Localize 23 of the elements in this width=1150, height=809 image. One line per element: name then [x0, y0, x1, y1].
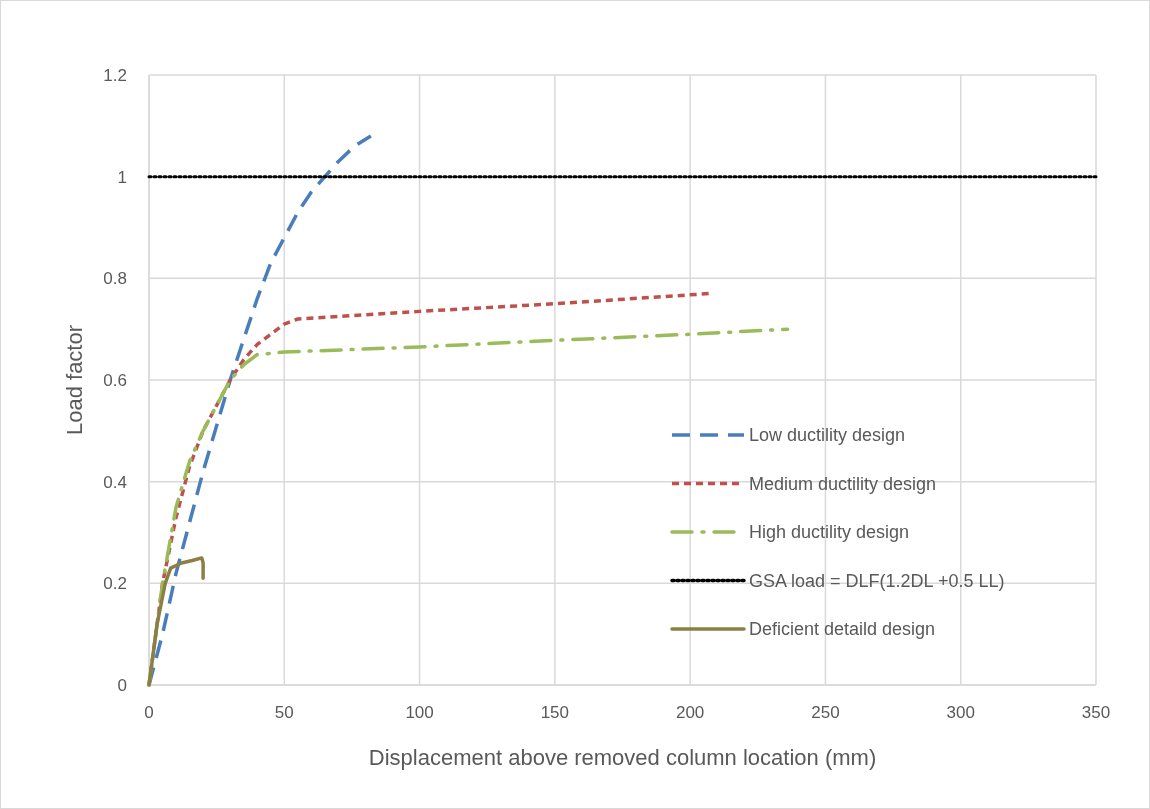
x-tick-label: 50 — [274, 703, 294, 722]
x-tick-label: 0 — [144, 703, 154, 722]
x-axis-title: Displacement above removed column location (mm) — [368, 745, 877, 770]
x-tick-label: 200 — [675, 703, 705, 722]
y-tick-label: 0 — [117, 676, 127, 695]
line-series — [147, 556, 205, 687]
x-tick-label: 350 — [1081, 703, 1111, 722]
legend-label: GSA load = DLF(1.2DL +0.5 LL) — [749, 570, 1005, 591]
x-tick-label: 300 — [946, 703, 975, 722]
legend-label: Deficient detaild design — [749, 619, 936, 639]
y-tick-label: 1 — [117, 167, 127, 187]
x-tick-label: 150 — [540, 703, 570, 722]
y-axis-title: Load factor — [62, 324, 87, 436]
legend-label: Low ductility design — [749, 425, 906, 445]
y-tick-label: 0.2 — [103, 574, 127, 594]
x-tick-label: 250 — [811, 703, 840, 722]
legend-label: High ductility design — [749, 522, 910, 542]
y-tick-label: 0.4 — [103, 472, 127, 492]
x-tick-label: 100 — [405, 703, 434, 722]
y-tick-label: 0.8 — [103, 269, 127, 289]
y-tick-label: 1.2 — [103, 66, 127, 85]
y-tick-label: 0.6 — [103, 371, 127, 390]
legend-label: Medium ductility design — [749, 473, 937, 494]
